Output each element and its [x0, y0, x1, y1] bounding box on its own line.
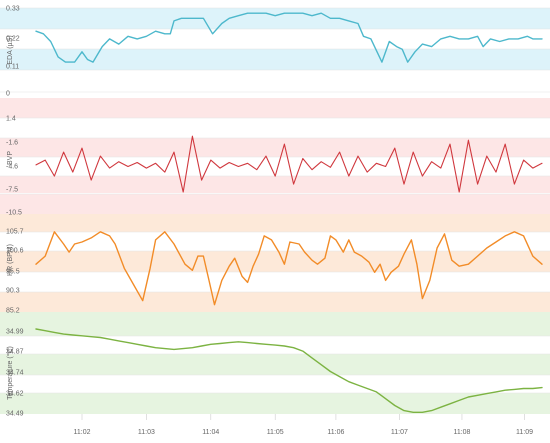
hr-ytick-label: 105.7 — [6, 229, 24, 236]
bvp-ytick-label: -7.5 — [6, 187, 18, 194]
hr-band-2 — [0, 292, 550, 312]
background-bands — [0, 8, 550, 414]
temp-axis-label: Temperature (°C) — [6, 346, 14, 400]
x-tick-label: 11:09 — [516, 429, 533, 436]
x-tick-label: 11:07 — [391, 429, 408, 436]
x-tick-label: 11:05 — [267, 429, 284, 436]
x-tick-label: 11:02 — [74, 429, 91, 436]
hr-ytick-label: 85.2 — [6, 308, 20, 315]
temp-band-0 — [0, 312, 550, 336]
bvp-band-1 — [0, 138, 550, 157]
bvp-band-0 — [0, 98, 550, 118]
axis-labels: 0.33 0.22 0.11 0 EDA (µS) 1.4 -1.6 -4.6 -7.5 -10.… — [6, 6, 533, 437]
eda-series-line — [35, 12, 543, 63]
bvp-ytick-label: 1.4 — [6, 116, 16, 123]
grid-lines — [0, 7, 550, 420]
temp-series-line — [35, 328, 543, 413]
hr-band-1 — [0, 251, 550, 272]
bvp-ytick-label: -4.6 — [6, 164, 18, 171]
x-tick-label: 11:08 — [453, 429, 470, 436]
series-lines — [35, 12, 543, 413]
hr-series-line — [35, 231, 543, 306]
bvp-ytick-label: -10.5 — [6, 210, 22, 217]
hr-ytick-label: 90.3 — [6, 288, 20, 295]
x-tick-label: 11:04 — [202, 429, 219, 436]
eda-ytick-label: 0.33 — [6, 6, 20, 13]
temp-ytick-label: 34.74 — [6, 370, 24, 377]
x-tick-label: 11:03 — [138, 429, 155, 436]
bvp-series-line — [35, 135, 543, 193]
bvp-band-2 — [0, 176, 550, 193]
hr-band-0 — [0, 214, 550, 232]
eda-axis-label: EDA (µS) — [7, 35, 14, 64]
hr-axis-label: HR (BPM) — [7, 244, 14, 276]
temp-band-2 — [0, 393, 550, 414]
hr-ytick-label: 95.5 — [6, 269, 20, 276]
temp-ytick-label: 34.49 — [6, 411, 24, 418]
eda-ytick-label: 0.22 — [6, 36, 20, 43]
x-tick-label: 11:06 — [327, 429, 344, 436]
hr-ytick-label: 100.6 — [6, 248, 24, 255]
temp-ytick-label: 34.62 — [6, 391, 24, 398]
bvp-ytick-label: -1.6 — [6, 140, 18, 147]
temp-ytick-label: 34.99 — [6, 329, 24, 336]
temp-ytick-label: 34.87 — [6, 349, 24, 356]
bvp-axis-label: BVP — [7, 151, 14, 165]
eda-ytick-label: 0.11 — [6, 64, 19, 71]
eda-band-0 — [0, 8, 550, 29]
temp-band-1 — [0, 354, 550, 375]
bvp-band-3 — [0, 194, 550, 214]
eda-ytick-label: 0 — [6, 91, 10, 98]
